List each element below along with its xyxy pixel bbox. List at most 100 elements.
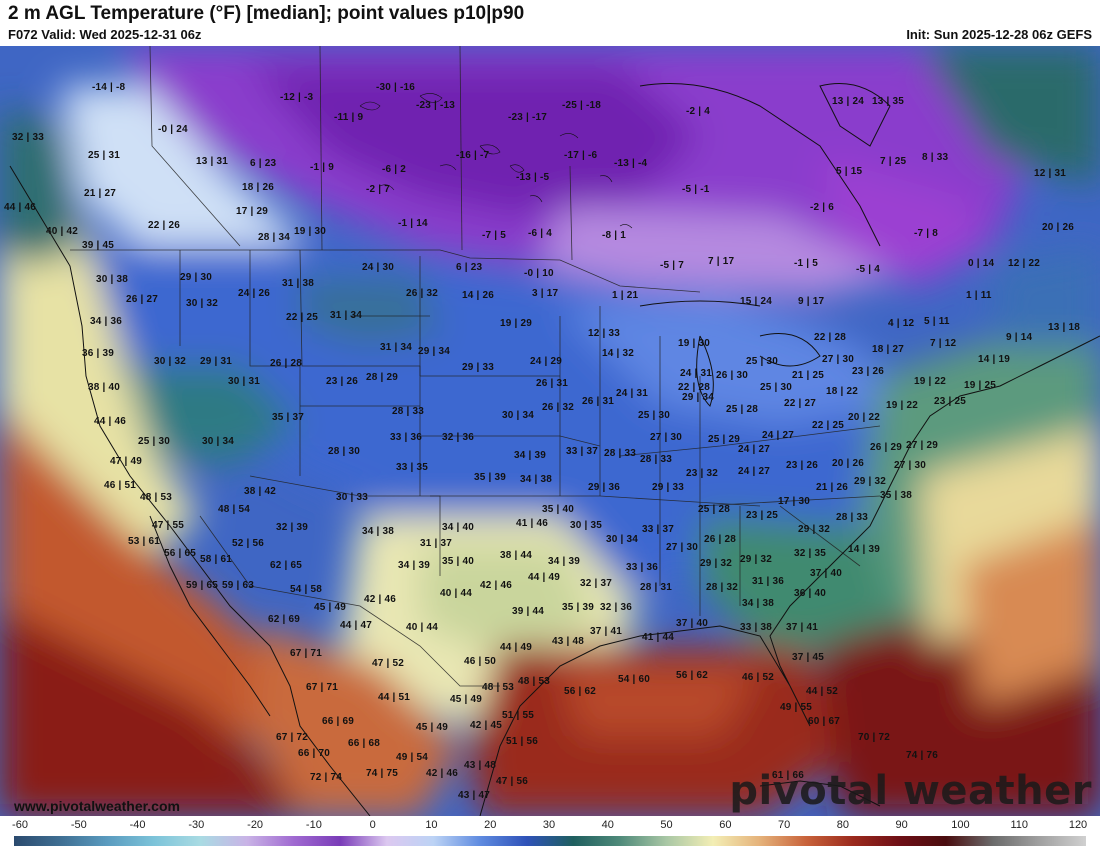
point-value: 18 | 26: [242, 182, 275, 193]
map-header: 2 m AGL Temperature (°F) [median]; point…: [0, 0, 1100, 46]
point-value: 25 | 30: [138, 436, 171, 447]
point-value: 29 | 30: [180, 272, 213, 283]
colorbar-tick-label: 10: [425, 819, 438, 831]
point-value: 25 | 31: [88, 150, 121, 161]
temperature-map[interactable]: -14 | -8 -12 | -3 -30 | -16 -23 | -13 -25 | …: [0, 46, 1100, 816]
point-value: 48 | 53: [140, 492, 173, 503]
point-value: 1 | 11: [966, 290, 992, 301]
point-value: 25 | 28: [698, 504, 731, 515]
point-value: 70 | 72: [858, 732, 891, 743]
point-value: 23 | 32: [686, 468, 719, 479]
point-value: 25 | 30: [638, 410, 671, 421]
point-value: 17 | 30: [778, 496, 811, 507]
point-value: 14 | 39: [848, 544, 881, 555]
point-value: 26 | 29: [870, 442, 903, 453]
point-value: 40 | 44: [406, 622, 439, 633]
point-value: 59 | 65: [186, 580, 219, 591]
point-value: 26 | 30: [716, 370, 749, 381]
point-value: 33 | 35: [396, 462, 429, 473]
point-value: 17 | 29: [236, 206, 269, 217]
point-value: 37 | 41: [590, 626, 623, 637]
point-value: 58 | 61: [200, 554, 233, 565]
point-value: 27 | 30: [666, 542, 699, 553]
point-value: 31 | 37: [420, 538, 453, 549]
point-value: 25 | 30: [746, 356, 779, 367]
colorbar-tick-label: 90: [895, 819, 908, 831]
point-value: 42 | 46: [364, 594, 397, 605]
point-value: 14 | 32: [602, 348, 635, 359]
point-value: 30 | 32: [186, 298, 219, 309]
point-value: 26 | 28: [704, 534, 737, 545]
point-value: 35 | 38: [880, 490, 913, 501]
point-value: 24 | 29: [530, 356, 563, 367]
point-value: 74 | 76: [906, 750, 939, 761]
point-value: 36 | 40: [794, 588, 827, 599]
point-value: 47 | 52: [372, 658, 405, 669]
point-value: 7 | 12: [930, 338, 957, 349]
point-value: -6 | 2: [382, 164, 407, 175]
point-value: 28 | 33: [836, 512, 869, 523]
point-value: -7 | 5: [482, 230, 507, 241]
point-value: 25 | 30: [760, 382, 793, 393]
point-value: 49 | 55: [780, 702, 813, 713]
point-value: 28 | 33: [640, 454, 673, 465]
point-value: -14 | -8: [92, 82, 126, 93]
point-value: 26 | 32: [542, 402, 575, 413]
point-value: 42 | 46: [426, 768, 459, 779]
point-value: 7 | 25: [880, 156, 907, 167]
point-value: 29 | 32: [740, 554, 773, 565]
point-value: 28 | 33: [392, 406, 425, 417]
point-value: 12 | 22: [1008, 258, 1041, 269]
point-value: 9 | 17: [798, 296, 825, 307]
point-value: 19 | 22: [914, 376, 947, 387]
point-value: 30 | 38: [96, 274, 129, 285]
point-value: 12 | 33: [588, 328, 621, 339]
point-value: 28 | 32: [706, 582, 739, 593]
point-value: 34 | 40: [442, 522, 475, 533]
boundary-lines: [70, 46, 881, 687]
colorbar-tick-label: 100: [951, 819, 970, 831]
point-value: 47 | 56: [496, 776, 529, 787]
point-value: 22 | 25: [286, 312, 319, 323]
point-value: 5 | 11: [924, 316, 950, 327]
point-value: 12 | 31: [1034, 168, 1067, 179]
point-value: 13 | 31: [196, 156, 229, 167]
colorbar-ticks: -60 -50 -40 -30 -20 -10 0 10 20 30 40 50 60 70 80 90 100…: [0, 819, 1100, 833]
point-value: 22 | 27: [784, 398, 817, 409]
point-value: 34 | 38: [742, 598, 775, 609]
point-value: -23 | -17: [508, 112, 548, 123]
point-value: 44 | 51: [378, 692, 411, 703]
point-value: 29 | 32: [798, 524, 831, 535]
point-value: -11 | 9: [334, 112, 364, 123]
point-value: 32 | 35: [794, 548, 827, 559]
point-value: 23 | 25: [746, 510, 779, 521]
init-time-label: Init: Sun 2025-12-28 06z GEFS: [906, 27, 1092, 42]
website-watermark: www.pivotalweather.com: [14, 798, 180, 814]
point-value: 0 | 14: [968, 258, 995, 269]
point-value: -25 | -18: [562, 100, 602, 111]
point-value: 66 | 69: [322, 716, 355, 727]
point-value: 31 | 34: [380, 342, 413, 353]
point-value: 22 | 25: [812, 420, 845, 431]
point-value: 19 | 25: [964, 380, 997, 391]
point-value: 46 | 51: [104, 480, 137, 491]
point-value: 21 | 27: [84, 188, 117, 199]
point-value: 6 | 23: [456, 262, 483, 273]
point-value: 14 | 26: [462, 290, 495, 301]
point-value: 41 | 46: [516, 518, 549, 529]
point-value: 62 | 65: [270, 560, 303, 571]
point-value: 42 | 45: [470, 720, 503, 731]
point-value: 29 | 36: [588, 482, 621, 493]
point-value: 30 | 34: [502, 410, 535, 421]
point-value: 37 | 41: [786, 622, 819, 633]
point-value: 66 | 68: [348, 738, 381, 749]
point-value: 27 | 30: [894, 460, 927, 471]
point-value: 46 | 50: [464, 656, 497, 667]
point-value: 29 | 31: [200, 356, 233, 367]
point-value: 28 | 29: [366, 372, 399, 383]
point-value: 32 | 36: [442, 432, 475, 443]
point-value: 25 | 29: [708, 434, 741, 445]
colorbar-tick-label: 120: [1068, 819, 1088, 831]
canada-lakes: [359, 93, 633, 229]
